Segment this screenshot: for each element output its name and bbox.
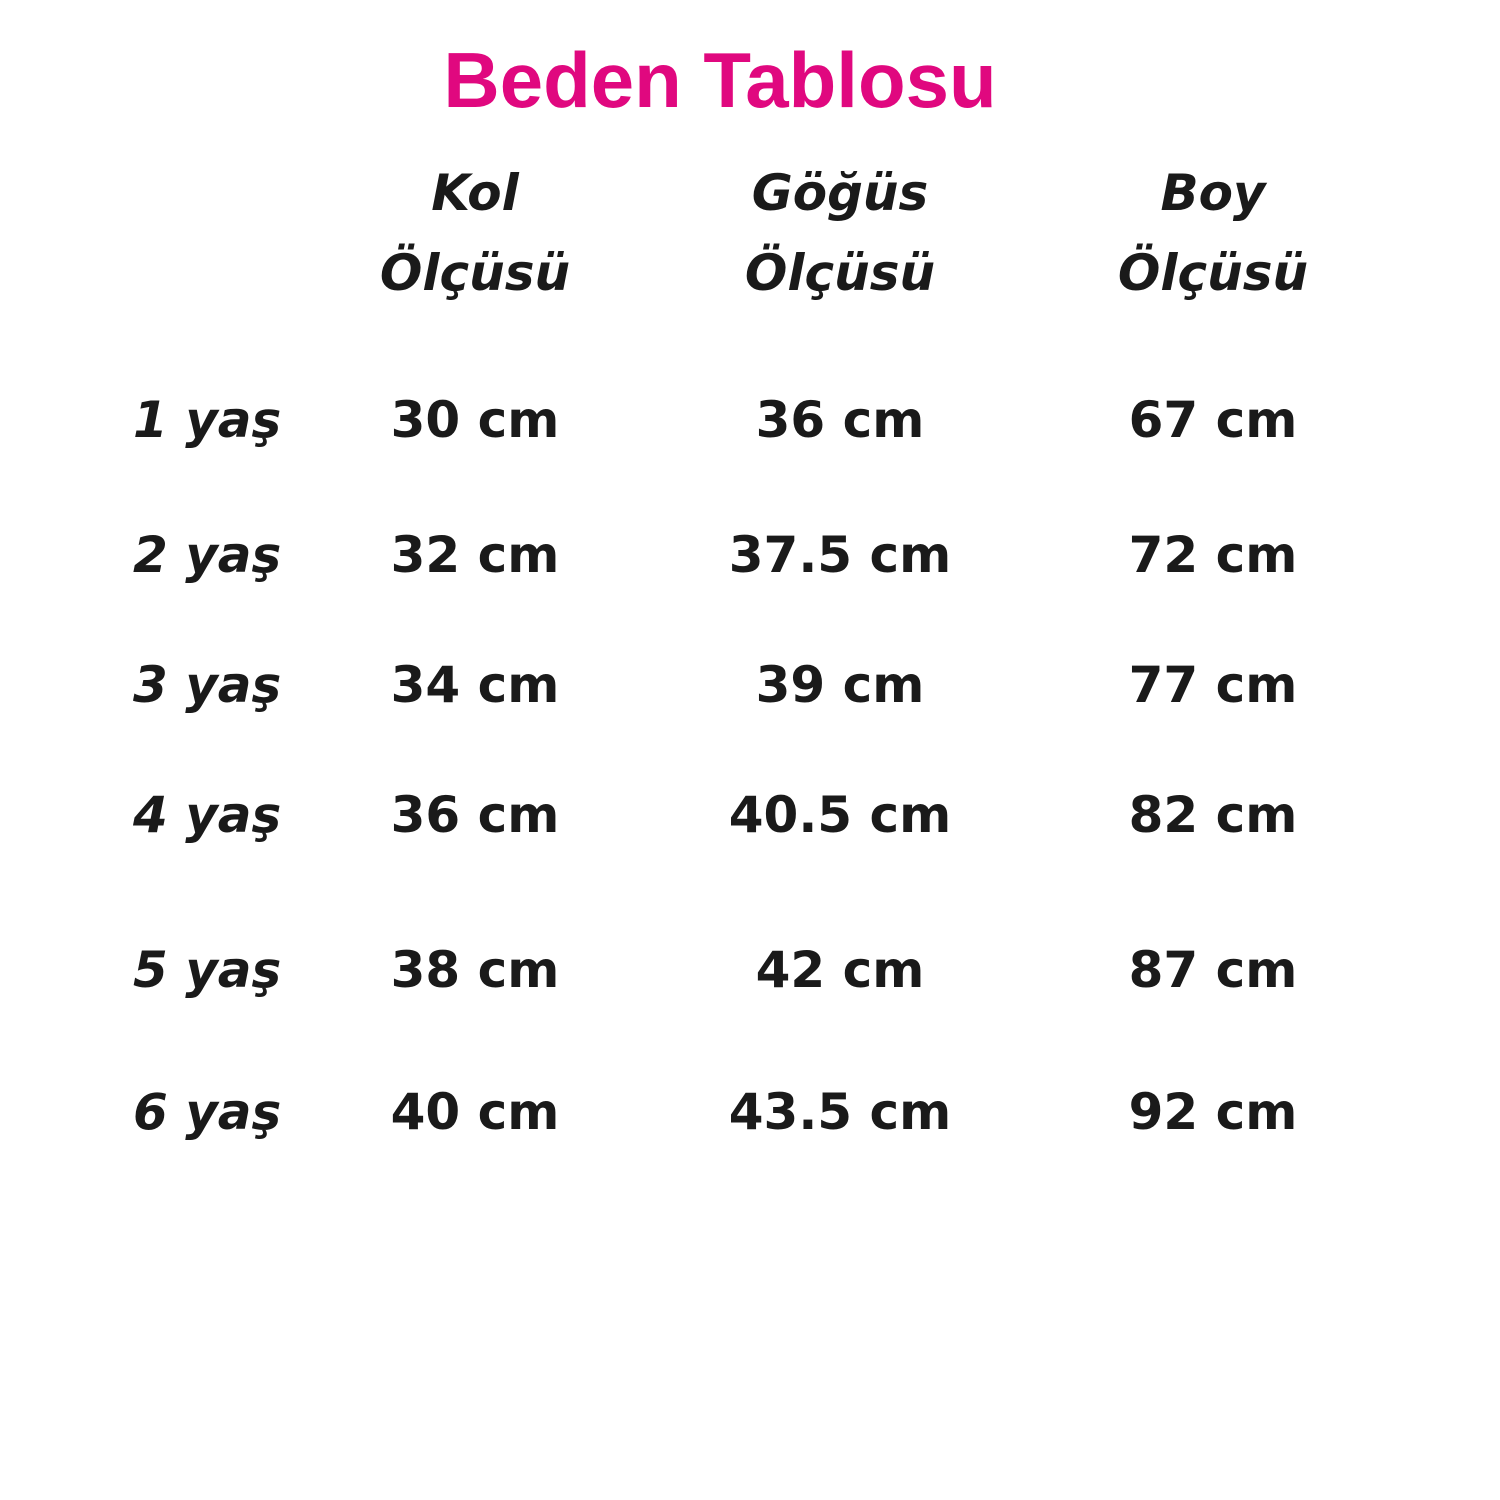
table-cell: 36 cm xyxy=(755,391,925,449)
column-header: Göğüs Ölçüsü xyxy=(640,153,1040,313)
table-cell: 42 cm xyxy=(755,941,925,999)
table-cell: 30 cm xyxy=(390,391,560,449)
column-header: Kol Ölçüsü xyxy=(275,153,675,313)
row-label: 1 yaş xyxy=(133,391,282,449)
column-header-line2: Ölçüsü xyxy=(744,244,936,302)
column-header-line2: Ölçüsü xyxy=(379,244,571,302)
row-label: 4 yaş xyxy=(133,786,282,844)
table-cell: 43.5 cm xyxy=(728,1083,952,1141)
table-cell: 38 cm xyxy=(390,941,560,999)
table-cell: 87 cm xyxy=(1128,941,1298,999)
table-cell: 36 cm xyxy=(390,786,560,844)
table-cell: 32 cm xyxy=(390,526,560,584)
row-label: 2 yaş xyxy=(133,526,282,584)
table-cell: 77 cm xyxy=(1128,656,1298,714)
table-cell: 39 cm xyxy=(755,656,925,714)
row-label: 5 yaş xyxy=(133,941,282,999)
table-cell: 40 cm xyxy=(390,1083,560,1141)
column-header-line2: Ölçüsü xyxy=(1117,244,1309,302)
column-header-line1: Göğüs xyxy=(751,164,929,222)
table-cell: 92 cm xyxy=(1128,1083,1298,1141)
page-title: Beden Tablosu xyxy=(443,36,997,124)
column-header-line1: Kol xyxy=(431,164,519,222)
column-header: Boy Ölçüsü xyxy=(1013,153,1413,313)
table-cell: 72 cm xyxy=(1128,526,1298,584)
table-cell: 82 cm xyxy=(1128,786,1298,844)
table-cell: 37.5 cm xyxy=(728,526,952,584)
table-cell: 34 cm xyxy=(390,656,560,714)
column-header-line1: Boy xyxy=(1160,164,1266,222)
row-label: 3 yaş xyxy=(133,656,282,714)
table-cell: 40.5 cm xyxy=(728,786,952,844)
row-label: 6 yaş xyxy=(133,1083,282,1141)
table-cell: 67 cm xyxy=(1128,391,1298,449)
